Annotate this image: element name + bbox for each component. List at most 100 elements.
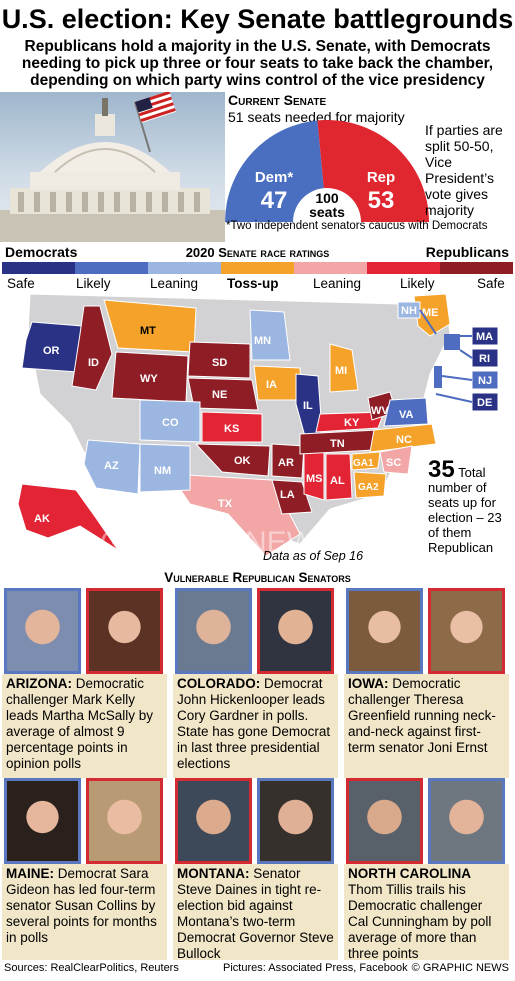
map-label-il: IL: [303, 400, 313, 412]
scale-safe-dem: [2, 262, 75, 274]
card-state: IOWA:: [348, 676, 389, 691]
map-state-or: [21, 321, 83, 373]
scale-label-leaning-dem: Leaning: [150, 276, 199, 291]
scale-tossup: [221, 262, 294, 274]
card-text: MAINE: Democrat Sara Gideon has led four…: [2, 864, 167, 960]
card-arizona: ARIZONA: Democratic challenger Mark Kell…: [2, 588, 167, 778]
map-label-ky: KY: [344, 417, 360, 429]
map-state-ri: [471, 348, 499, 368]
map-label-tn: TN: [330, 438, 345, 450]
card-state: NORTH CAROLINA: [348, 866, 471, 881]
scale-safe-rep: [440, 262, 513, 274]
ratings-color-scale: [2, 262, 513, 274]
card-text: ARIZONA: Democratic challenger Mark Kell…: [2, 674, 167, 778]
rep-arc: [317, 120, 429, 222]
ratings-header: Democrats 2020 Senate race ratings Repub…: [0, 244, 515, 262]
capitol-photo: [0, 92, 225, 242]
map-label-ks: KS: [224, 423, 239, 435]
photo-sara-gideon: [4, 778, 81, 864]
map-label-nh: NH: [401, 305, 417, 317]
map-label-va: VA: [399, 409, 414, 421]
seats-up-text: Total number of seats up for election – …: [428, 465, 502, 555]
card-colorado: COLORADO: Democrat John Hickenlooper lea…: [173, 588, 338, 778]
map-label-ar: AR: [278, 457, 294, 469]
map-state-la: [271, 479, 313, 515]
us-senate-map: OR ID MT WY SD NE MN IA MI IL CO KS OK T…: [17, 294, 499, 559]
photo-joni-ernst: [428, 588, 505, 674]
card-north-carolina: NORTH CAROLINA Thom Tillis trails his De…: [344, 778, 509, 961]
map-state-al: [325, 453, 353, 501]
scale-likely-dem: [75, 262, 148, 274]
map-label-mt: MT: [140, 325, 156, 337]
map-state-ky: [315, 411, 385, 433]
ratings-title: 2020 Senate race ratings: [185, 245, 330, 260]
map-label-al: AL: [330, 475, 345, 487]
card-text: IOWA: Democratic challenger Theresa Gree…: [344, 674, 509, 778]
scale-leaning-dem: [148, 262, 221, 274]
card-state: COLORADO:: [177, 676, 261, 691]
data-as-of: Data as of Sep 16: [263, 549, 364, 563]
map-label-ok: OK: [234, 455, 251, 467]
footer-sources: Sources: RealClearPolitics, Reuters: [4, 962, 179, 974]
map-state-mn: [249, 309, 291, 361]
map-label-ia: IA: [266, 379, 277, 391]
senate-half-donut: Dem* 47 Rep 53 100 seats: [225, 120, 429, 222]
page-title: U.S. election: Key Senate battlegrounds: [1, 4, 514, 34]
map-label-sc: SC: [386, 457, 401, 469]
card-body: Democrat John Hickenlooper leads Cory Ga…: [177, 676, 331, 771]
card-text: NORTH CAROLINA Thom Tillis trails his De…: [344, 864, 509, 961]
footer-credit: © GRAPHIC NEWS: [411, 962, 509, 974]
map-label-ga2: GA2: [358, 482, 379, 493]
map-label-de: DE: [477, 397, 492, 409]
map-label-tx: TX: [218, 498, 233, 510]
independents-footnote: *Two independent senators caucus with De…: [226, 220, 488, 232]
split-note: If parties are split 50-50, Vice Preside…: [425, 122, 503, 218]
card-montana: MONTANA: Senator Steve Daines in tight r…: [173, 778, 338, 961]
majority-note: 51 seats needed for majority: [228, 109, 405, 125]
card-state: ARIZONA:: [6, 676, 72, 691]
total-seats-value: 100: [315, 190, 339, 206]
map-state-ne: [187, 377, 259, 411]
map-label-id: ID: [88, 357, 99, 369]
map-label-ms: MS: [306, 473, 323, 485]
map-label-co: CO: [162, 417, 179, 429]
card-body: Democratic challenger Theresa Greenfield…: [348, 676, 496, 755]
map-state-ga2: [353, 471, 387, 499]
map-state-ia: [253, 365, 303, 401]
photo-john-hickenlooper: [175, 588, 252, 674]
seats-up-count: 35: [428, 456, 455, 483]
photo-steve-bullock: [257, 778, 334, 864]
map-label-mn: MN: [254, 335, 271, 347]
card-maine: MAINE: Democrat Sara Gideon has led four…: [2, 778, 167, 960]
map-state-nm: [139, 443, 191, 493]
map-state-co: [139, 399, 201, 443]
photo-mark-kelly: [4, 588, 81, 674]
map-state-ks: [201, 411, 263, 443]
map-label-nc: NC: [396, 434, 412, 446]
map-state-sd: [187, 341, 251, 379]
ratings-scale-labels: Safe Likely Leaning Toss-up Leaning Like…: [0, 276, 515, 294]
map-label-sd: SD: [212, 357, 227, 369]
dem-arc: [225, 120, 324, 222]
map-state-mi: [329, 343, 359, 393]
card-body: Thom Tillis trails his Democratic challe…: [348, 882, 492, 961]
dem-seats: 47: [261, 187, 288, 214]
scale-likely-rep: [367, 262, 440, 274]
map-label-ri: RI: [479, 353, 490, 365]
map-label-mi: MI: [335, 365, 347, 377]
photo-theresa-greenfield: [346, 588, 423, 674]
photo-cal-cunningham: [428, 778, 505, 864]
scale-leaning-rep: [294, 262, 367, 274]
scale-label-tossup: Toss-up: [227, 276, 279, 291]
map-state-ak: [17, 483, 119, 551]
scale-label-safe-dem: Safe: [7, 276, 35, 291]
watermark: GRAPHIC NEWS: [100, 526, 335, 559]
page-subtitle: Republicans hold a majority in the U.S. …: [21, 38, 494, 89]
card-text: COLORADO: Democrat John Hickenlooper lea…: [173, 674, 338, 778]
card-state: MONTANA:: [177, 866, 250, 881]
map-label-wv: WV: [371, 405, 389, 417]
scale-label-leaning-rep: Leaning: [313, 276, 362, 291]
footer-pictures: Pictures: Associated Press, Facebook: [223, 962, 408, 974]
democrats-label: Democrats: [5, 244, 78, 260]
map-state-me: [413, 294, 451, 337]
